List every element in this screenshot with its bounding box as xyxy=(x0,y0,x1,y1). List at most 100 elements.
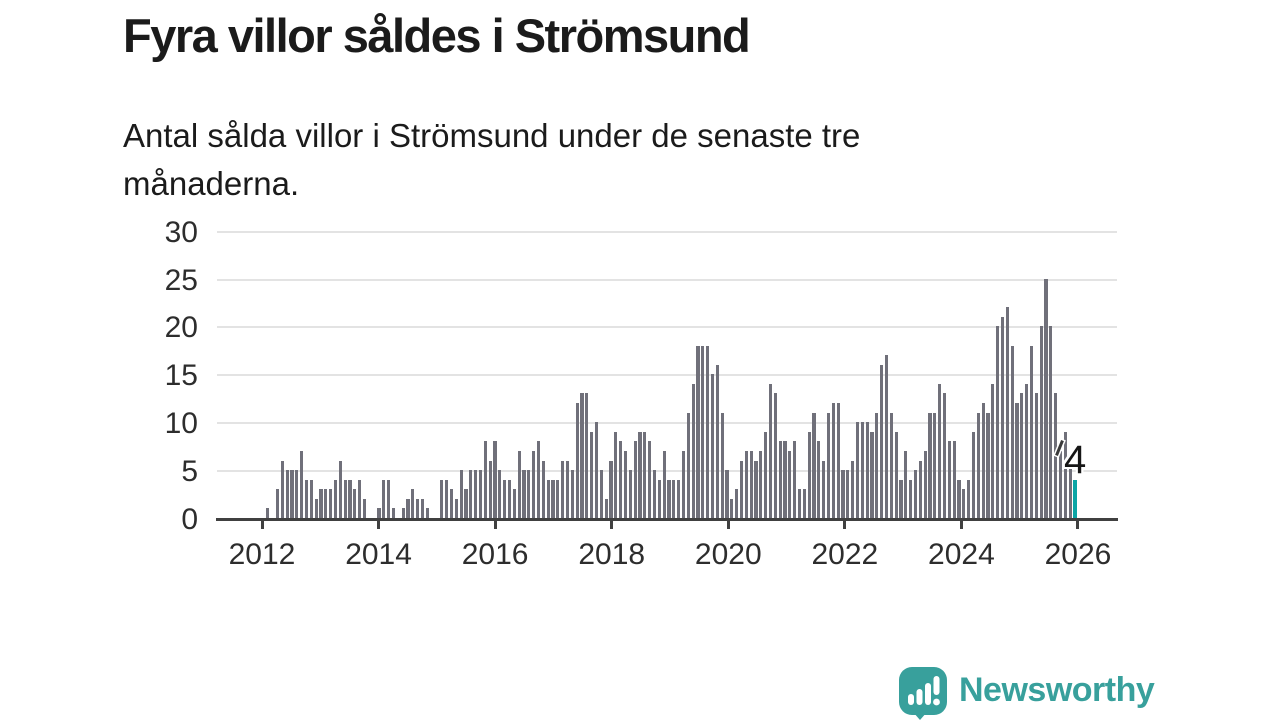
bar xyxy=(672,479,676,518)
bar xyxy=(691,383,695,518)
bar xyxy=(706,345,710,518)
bar xyxy=(348,479,352,518)
bar xyxy=(619,441,623,518)
bar xyxy=(406,498,410,518)
bar xyxy=(793,441,797,518)
bar xyxy=(575,403,579,518)
bar xyxy=(633,441,637,518)
bar xyxy=(884,355,889,518)
y-axis-label: 25 xyxy=(164,263,198,297)
bar xyxy=(735,489,739,518)
bar xyxy=(338,460,342,518)
bar xyxy=(648,441,652,518)
bar xyxy=(1044,278,1048,518)
bar xyxy=(507,479,512,518)
bar xyxy=(870,431,874,518)
bar xyxy=(329,489,333,518)
bar xyxy=(991,383,995,518)
bar xyxy=(1000,316,1005,518)
gridline xyxy=(217,470,1117,473)
bar xyxy=(290,470,294,518)
bar xyxy=(304,479,309,518)
x-axis-tick xyxy=(377,521,381,529)
bar xyxy=(319,489,323,518)
bar xyxy=(667,479,671,518)
bar xyxy=(986,412,990,518)
x-axis-label: 2018 xyxy=(578,538,646,571)
bar xyxy=(483,441,487,518)
bar xyxy=(725,470,729,518)
bar xyxy=(696,345,700,518)
gridline xyxy=(217,278,1117,281)
bar xyxy=(957,479,961,518)
bar xyxy=(880,364,884,518)
bar xyxy=(1063,431,1067,518)
bar xyxy=(561,460,565,518)
bar xyxy=(889,412,893,518)
bar xyxy=(942,393,947,518)
bar xyxy=(314,498,318,518)
bar xyxy=(720,412,724,518)
bar xyxy=(749,450,753,518)
bar xyxy=(744,450,748,518)
newsworthy-logo[interactable]: Newsworthy xyxy=(898,666,1155,720)
x-axis-label: 2026 xyxy=(1044,538,1112,571)
bar xyxy=(474,470,478,518)
bar xyxy=(493,441,497,518)
bar xyxy=(536,441,541,518)
bar xyxy=(855,422,860,518)
bar xyxy=(377,508,381,518)
x-axis-label: 2014 xyxy=(345,538,412,571)
bar xyxy=(570,470,574,518)
bar xyxy=(1010,345,1014,518)
x-axis-tick xyxy=(843,521,847,529)
x-axis-label: 2024 xyxy=(928,538,995,571)
bar xyxy=(773,393,777,518)
y-axis-label: 15 xyxy=(164,359,198,393)
bar xyxy=(454,498,458,518)
x-axis-tick xyxy=(1076,521,1080,529)
bar xyxy=(478,470,483,518)
bar xyxy=(802,489,806,518)
x-axis-tick xyxy=(260,521,264,529)
bar xyxy=(686,412,690,518)
bar xyxy=(962,489,966,518)
bar xyxy=(580,393,584,518)
chart-subtitle: Antal sålda villor i Strömsund under de … xyxy=(123,117,861,202)
bar xyxy=(445,479,449,518)
bar xyxy=(662,450,666,518)
bar xyxy=(449,489,454,518)
bar xyxy=(807,431,811,518)
bar xyxy=(285,470,289,518)
bar xyxy=(933,412,937,518)
bar xyxy=(846,470,850,518)
bar xyxy=(1058,450,1063,518)
x-axis-label: 2016 xyxy=(461,538,529,571)
bar xyxy=(788,450,792,518)
bar xyxy=(1020,393,1024,518)
bar xyxy=(391,508,396,518)
highlight-annotation: 4 xyxy=(1064,438,1087,482)
bar xyxy=(759,450,763,518)
bar xyxy=(1034,393,1038,518)
bar xyxy=(1039,326,1043,518)
bar xyxy=(841,470,845,518)
bar xyxy=(952,441,956,518)
bar xyxy=(923,450,927,518)
bar xyxy=(865,422,869,518)
bar xyxy=(851,460,855,518)
bar xyxy=(643,431,647,518)
bar xyxy=(300,450,304,518)
newsworthy-logo-icon xyxy=(899,667,947,720)
bar xyxy=(681,450,686,518)
bar xyxy=(638,431,642,518)
bar xyxy=(928,412,932,518)
bar xyxy=(875,412,879,518)
newsworthy-logo-text: Newsworthy xyxy=(959,670,1155,709)
gridline xyxy=(217,326,1117,329)
bar xyxy=(512,489,516,518)
bar xyxy=(836,403,840,518)
bar xyxy=(1005,307,1009,518)
bar xyxy=(677,479,681,518)
bar xyxy=(967,479,971,518)
